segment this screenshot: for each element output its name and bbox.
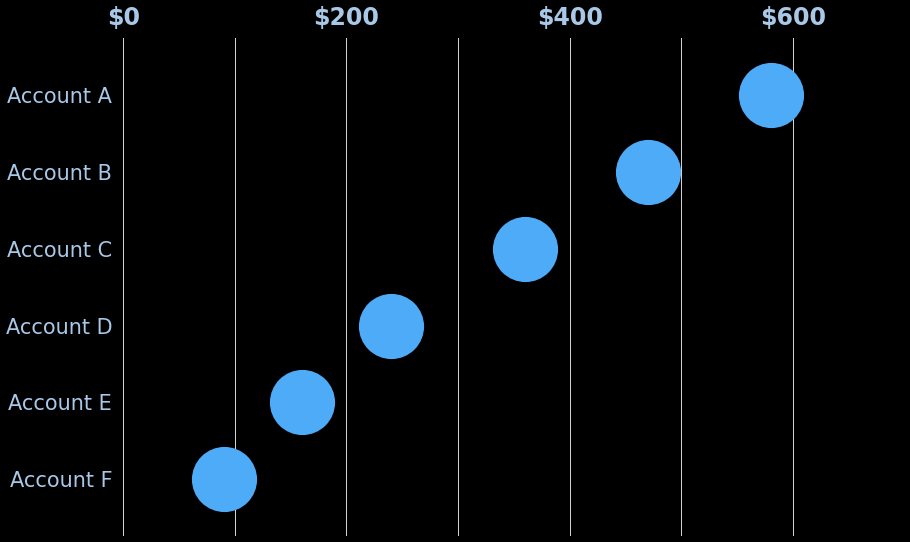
- Point: [217, 475, 231, 483]
- Point: [384, 321, 399, 330]
- Point: [641, 168, 655, 177]
- Point: [518, 244, 532, 253]
- Point: [295, 398, 309, 406]
- Point: [763, 91, 778, 100]
